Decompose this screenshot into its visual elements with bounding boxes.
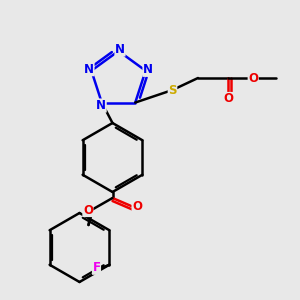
- Text: N: N: [115, 43, 125, 56]
- Text: O: O: [248, 71, 258, 85]
- Text: F: F: [92, 261, 101, 274]
- Text: N: N: [96, 99, 106, 112]
- Text: O: O: [223, 92, 233, 106]
- Text: O: O: [83, 203, 93, 217]
- Text: S: S: [168, 83, 177, 97]
- Text: N: N: [143, 63, 153, 76]
- Text: O: O: [132, 200, 142, 214]
- Text: N: N: [84, 63, 94, 76]
